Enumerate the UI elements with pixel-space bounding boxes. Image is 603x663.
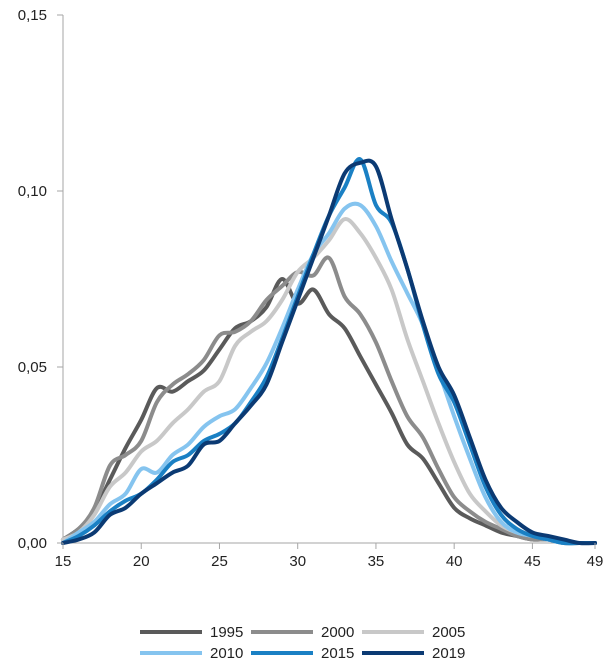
legend-label-2019: 2019 [432, 645, 465, 662]
y-axis-ticks: 0,00 0,05 0,10 0,15 [18, 7, 63, 552]
x-tick-label: 25 [211, 553, 228, 570]
series-line-2019 [61, 158, 597, 546]
y-tick-label: 0,00 [18, 535, 47, 552]
series-line-1995 [61, 277, 597, 546]
y-tick-label: 0,05 [18, 359, 47, 376]
chart-axes [62, 15, 595, 544]
legend-label-2010: 2010 [210, 645, 243, 662]
x-tick-label: 45 [524, 553, 541, 570]
x-tick-label: 20 [133, 553, 150, 570]
series-line-2010 [61, 201, 597, 546]
y-tick-label: 0,15 [18, 7, 47, 24]
series-layer [61, 157, 597, 546]
x-tick-label: 49 [587, 553, 603, 570]
legend-label-2005: 2005 [432, 624, 465, 641]
legend: 1995 2000 2005 2010 2015 2019 [140, 624, 465, 662]
x-tick-label: 30 [289, 553, 306, 570]
x-tick-label: 15 [55, 553, 72, 570]
series-line-2000 [61, 255, 597, 546]
x-axis-ticks: 15 20 25 30 35 40 45 49 [55, 543, 603, 570]
x-tick-label: 40 [446, 553, 463, 570]
x-tick-label: 35 [368, 553, 385, 570]
legend-label-2015: 2015 [321, 645, 354, 662]
legend-label-2000: 2000 [321, 624, 354, 641]
y-tick-label: 0,10 [18, 183, 47, 200]
legend-label-1995: 1995 [210, 624, 243, 641]
